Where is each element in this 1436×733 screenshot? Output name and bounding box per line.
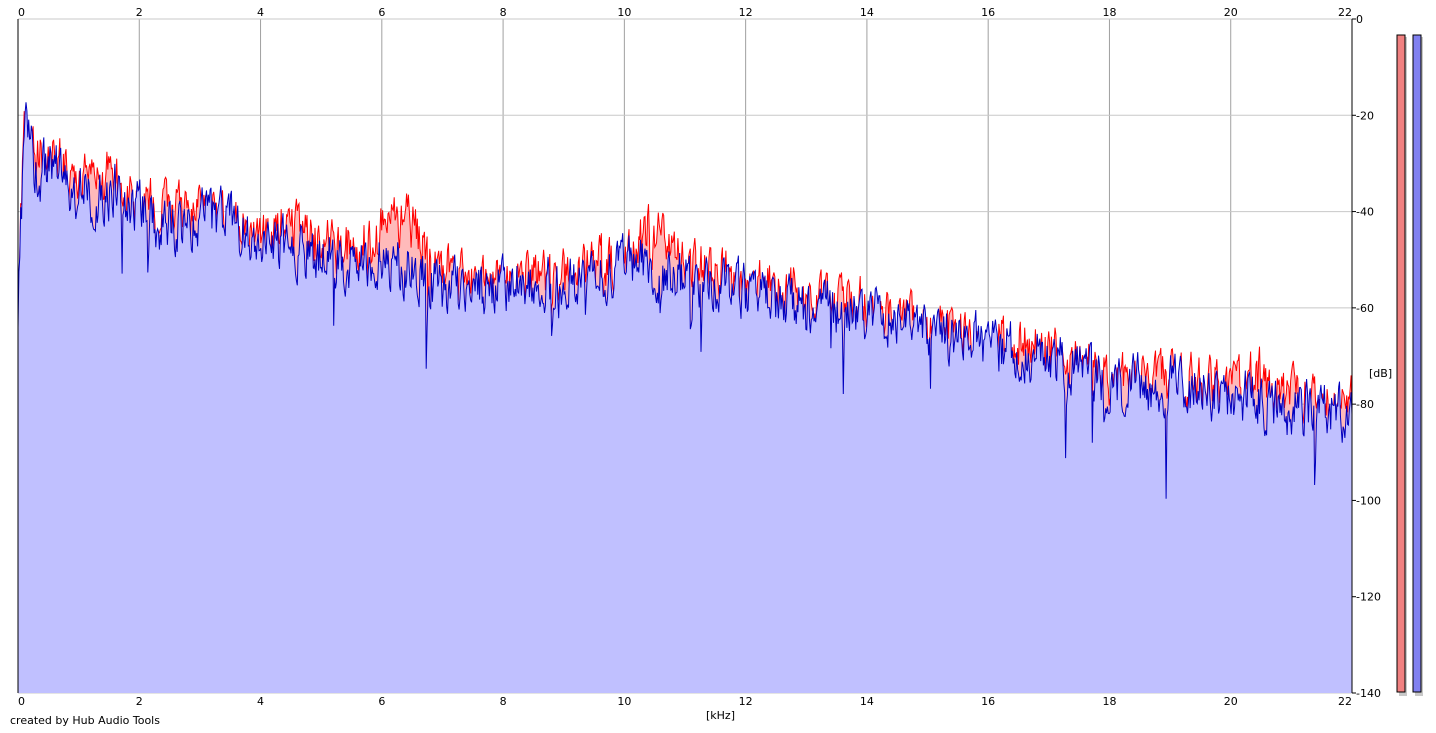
x-tick-label-bottom: 14 bbox=[860, 695, 874, 708]
y-tick-label: 0 bbox=[1356, 13, 1363, 26]
x-tick-label-bottom: 4 bbox=[257, 695, 264, 708]
x-tick-label-top: 2 bbox=[136, 6, 143, 19]
series-2-line bbox=[17, 102, 1353, 499]
y-tick-label: -60 bbox=[1356, 302, 1374, 315]
y-tick-label: -100 bbox=[1356, 494, 1381, 507]
x-tick-label-top: 8 bbox=[500, 6, 507, 19]
x-tick-label-bottom: 20 bbox=[1224, 695, 1238, 708]
credit-text: created by Hub Audio Tools bbox=[10, 714, 160, 727]
y-tick-label: -40 bbox=[1356, 206, 1374, 219]
x-tick-label-bottom: 2 bbox=[136, 695, 143, 708]
y-tick-label: -120 bbox=[1356, 591, 1381, 604]
level-bar-1 bbox=[1396, 34, 1406, 693]
x-tick-label-bottom: 0 bbox=[18, 695, 25, 708]
x-tick-label-bottom: 6 bbox=[378, 695, 385, 708]
x-tick-label-top: 6 bbox=[378, 6, 385, 19]
x-tick-label-bottom: 16 bbox=[981, 695, 995, 708]
x-tick-label-bottom: 8 bbox=[500, 695, 507, 708]
x-tick-label-top: 4 bbox=[257, 6, 264, 19]
x-tick-label-bottom: 12 bbox=[739, 695, 753, 708]
y-tick-label: -140 bbox=[1356, 687, 1381, 700]
x-tick-label-top: 18 bbox=[1102, 6, 1116, 19]
x-tick-label-bottom: 10 bbox=[617, 695, 631, 708]
x-tick-label-top: 16 bbox=[981, 6, 995, 19]
x-tick-label-top: 12 bbox=[739, 6, 753, 19]
x-tick-label-bottom: 18 bbox=[1102, 695, 1116, 708]
y-tick-label: -20 bbox=[1356, 109, 1374, 122]
x-tick-label-top: 0 bbox=[18, 6, 25, 19]
channel-level-bars bbox=[1396, 34, 1423, 696]
x-tick-label-bottom: 22 bbox=[1338, 695, 1352, 708]
x-tick-label-top: 10 bbox=[617, 6, 631, 19]
axes: 002244668810101212141416161818202022220-… bbox=[17, 6, 1381, 708]
y-tick-label: -80 bbox=[1356, 398, 1374, 411]
x-tick-label-top: 22 bbox=[1338, 6, 1352, 19]
y-axis-label: [dB] bbox=[1369, 367, 1392, 380]
spectrum-series bbox=[17, 102, 1353, 694]
level-bar-2 bbox=[1412, 34, 1422, 693]
x-tick-label-top: 14 bbox=[860, 6, 874, 19]
x-axis-label: [kHz] bbox=[706, 709, 735, 722]
x-tick-label-top: 20 bbox=[1224, 6, 1238, 19]
